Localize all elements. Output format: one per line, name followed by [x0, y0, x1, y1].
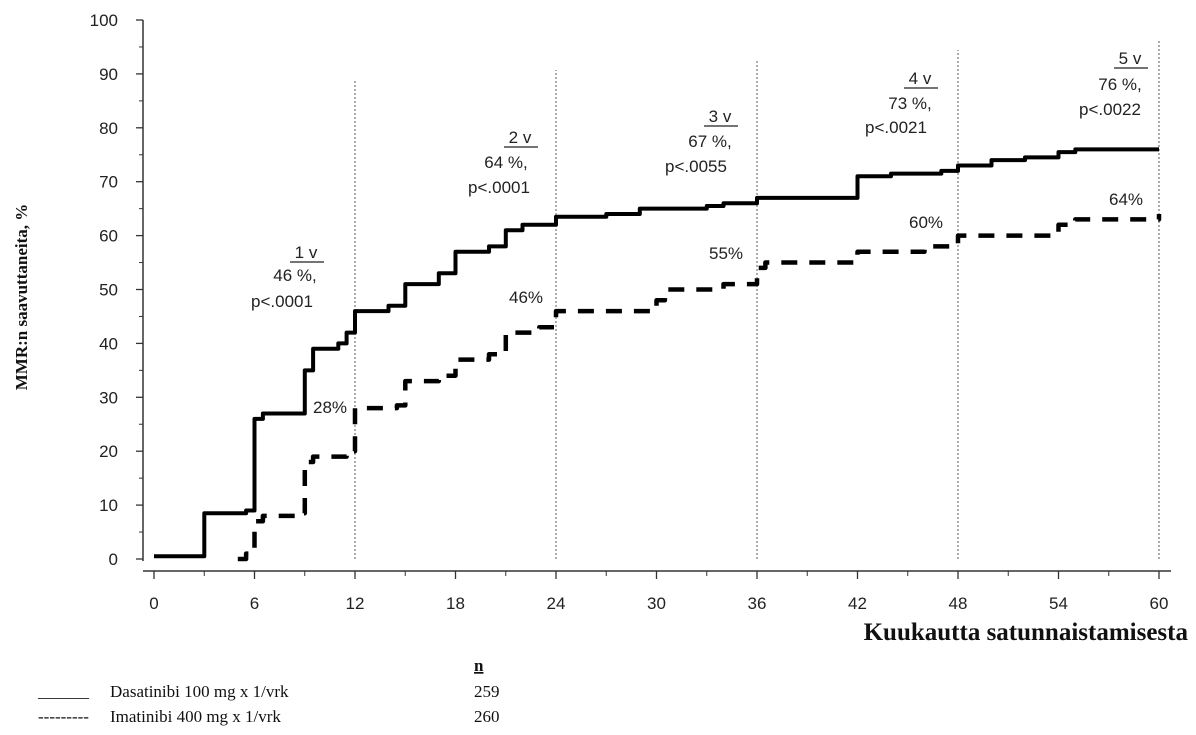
y-tick-label-70: 70: [99, 173, 118, 192]
annotation-dasatinibi-36: 67 %,: [688, 132, 731, 151]
annotation-year-24: 2 v: [509, 128, 532, 147]
series-dasatinibi-line: [154, 147, 1159, 559]
x-axis-label: Kuukautta satunnaistamisesta: [864, 619, 1189, 646]
y-tick-label-20: 20: [99, 442, 118, 461]
annotation-imatinibi-60: 64%: [1109, 190, 1143, 209]
y-tick-label-30: 30: [99, 388, 118, 407]
annotation-pvalue-24: p<.0001: [468, 178, 530, 197]
y-tick-label-90: 90: [99, 65, 118, 84]
annotation-dasatinibi-48: 73 %,: [888, 94, 931, 113]
y-axis-label: MMR:n saavuttaneita, %: [12, 204, 31, 391]
annotation-imatinibi-24: 46%: [509, 288, 543, 307]
x-tick-label-48: 48: [949, 594, 968, 613]
legend-label-dasatinibi: Dasatinibi 100 mg x 1/vrk: [110, 682, 289, 701]
annotation-pvalue-60: p<.0022: [1079, 100, 1141, 119]
annotation-pvalue-12: p<.0001: [251, 292, 313, 311]
annotation-imatinibi-48: 60%: [909, 213, 943, 232]
x-tick-label-54: 54: [1049, 594, 1068, 613]
annotation-year-36: 3 v: [709, 107, 732, 126]
y-tick-label-50: 50: [99, 281, 118, 300]
y-tick-label-40: 40: [99, 334, 118, 353]
x-tick-label-36: 36: [748, 594, 767, 613]
plot-area: 0 10 20 30 40 50 60 70 80 90 100 0 6 12 18 24 30 36 42 48 54…: [90, 11, 1171, 613]
x-tick-label-60: 60: [1150, 594, 1169, 613]
x-tick-label-24: 24: [547, 594, 566, 613]
series-imatinibi-line: [237, 214, 1162, 562]
y-tick-label-100: 100: [90, 11, 118, 30]
annotation-year-12: 1 v: [295, 243, 318, 262]
legend-n-imatinibi: 260: [474, 707, 500, 726]
x-tick-label-12: 12: [346, 594, 365, 613]
x-tick-label-6: 6: [250, 594, 259, 613]
y-tick-label-60: 60: [99, 227, 118, 246]
annotation-pvalue-36: p<.0055: [665, 157, 727, 176]
y-tick-label-0: 0: [109, 550, 118, 569]
annotation-imatinibi-12: 28%: [313, 398, 347, 417]
y-tick-label-80: 80: [99, 119, 118, 138]
legend-n-header: n: [474, 656, 484, 675]
y-tick-label-10: 10: [99, 496, 118, 515]
x-tick-label-30: 30: [647, 594, 666, 613]
annotation-dasatinibi-12: 46 %,: [273, 266, 316, 285]
annotation-dasatinibi-60: 76 %,: [1098, 75, 1141, 94]
legend-line-solid: ______: [37, 682, 90, 701]
annotation-pvalue-48: p<.0021: [865, 118, 927, 137]
x-tick-label-0: 0: [149, 594, 158, 613]
legend-n-dasatinibi: 259: [474, 682, 500, 701]
annotation-year-48: 4 v: [909, 69, 932, 88]
legend: n ______ Dasatinibi 100 mg x 1/vrk 259 -…: [37, 656, 500, 726]
legend-label-imatinibi: Imatinibi 400 mg x 1/vrk: [110, 707, 281, 726]
x-tick-label-42: 42: [848, 594, 867, 613]
legend-line-dashed: ---------: [38, 707, 89, 726]
x-tick-label-18: 18: [446, 594, 465, 613]
annotation-imatinibi-36: 55%: [709, 244, 743, 263]
annotation-dasatinibi-24: 64 %,: [484, 153, 527, 172]
annotation-year-60: 5 v: [1119, 49, 1142, 68]
